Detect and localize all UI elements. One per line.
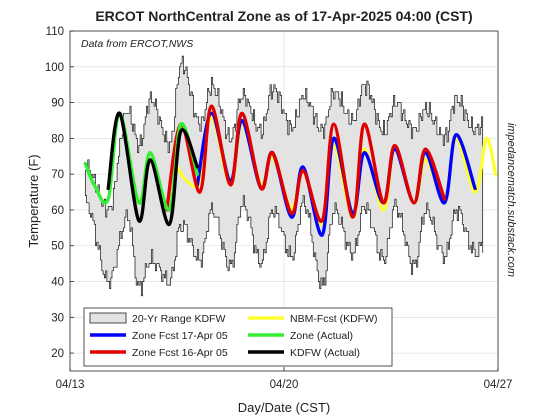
axis-ticks: 20 30 40 50 60 70 80 90 100 110 04/13 04/20 04/27: [45, 26, 513, 391]
legend-box: [83, 307, 393, 367]
series-layer: [83, 104, 498, 237]
x-axis-label: Day/Date (CST): [238, 400, 330, 415]
y-tick-label: 70: [51, 169, 64, 181]
legend-label-range: 20-Yr Range KDFW: [132, 313, 225, 325]
x-tick-label: 04/27: [484, 379, 513, 391]
y-axis-label: Temperature (F): [26, 154, 41, 247]
chart-title: ERCOT NorthCentral Zone as of 17-Apr-202…: [95, 8, 472, 24]
legend-label-nbm: NBM-Fcst (KDFW): [290, 313, 377, 325]
y-tick-label: 90: [51, 98, 64, 110]
legend-label-zone-actual: Zone (Actual): [290, 330, 353, 342]
y-tick-label: 110: [46, 26, 64, 38]
legend-label-zone-fcst-16: Zone Fcst 16-Apr 05: [132, 347, 228, 359]
y-tick-label: 50: [51, 241, 64, 253]
data-source-note: Data from ERCOT,NWS: [81, 38, 193, 50]
side-note: impedancematch.substack.com: [505, 123, 517, 277]
legend-label-kdfw-actual: KDFW (Actual): [290, 347, 360, 359]
series-line-1: [165, 104, 447, 223]
y-tick-label: 80: [51, 133, 64, 145]
series-line-4: [106, 111, 200, 226]
range-band-layer: [84, 55, 484, 297]
x-tick-label: 04/20: [270, 379, 299, 391]
y-tick-label: 30: [51, 312, 64, 324]
legend-swatch-range: [89, 312, 127, 324]
y-tick-label: 20: [51, 348, 64, 360]
legend: 20-Yr Range KDFW Zone Fcst 17-Apr 05 Zon…: [83, 307, 393, 367]
y-tick-label: 40: [51, 277, 64, 289]
legend-label-zone-fcst-17: Zone Fcst 17-Apr 05: [132, 330, 228, 342]
y-tick-label: 60: [51, 205, 64, 217]
series-line-0: [195, 111, 477, 237]
x-tick-label: 04/13: [56, 379, 85, 391]
range-band: [84, 55, 484, 297]
y-tick-label: 100: [45, 62, 64, 74]
